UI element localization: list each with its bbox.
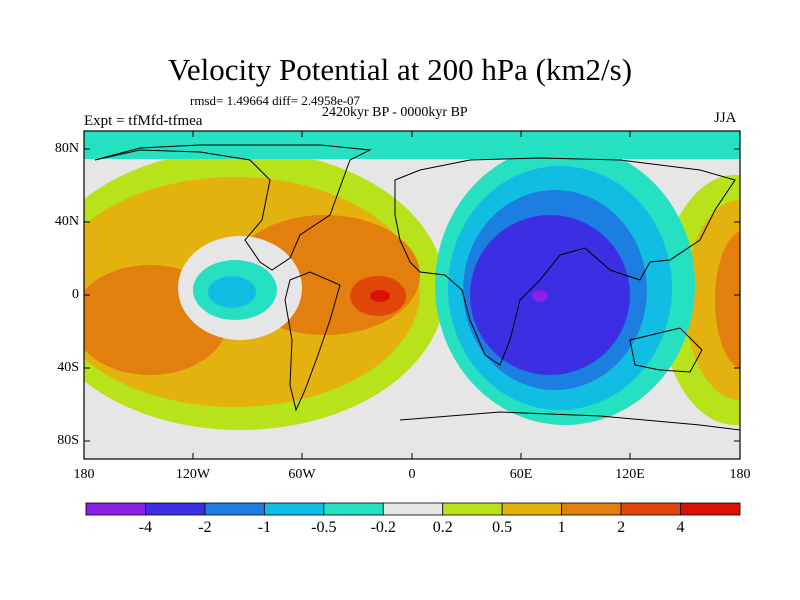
lat-label-80n: 80N xyxy=(54,141,79,156)
colorbar-swatch xyxy=(442,502,503,516)
colorbar-label: 0.2 xyxy=(432,519,453,536)
colorbar-swatch xyxy=(561,502,622,516)
colorbar-label: -0.5 xyxy=(311,519,337,536)
colorbar-swatch xyxy=(85,502,146,516)
lon-label-120e: 120E xyxy=(615,467,645,482)
colorbar xyxy=(85,502,741,516)
experiment-label: Expt = tfMfd-tfmea xyxy=(84,113,203,129)
colorbar-swatch xyxy=(323,502,384,516)
colorbar-label: -4 xyxy=(138,519,153,536)
plot-title: Velocity Potential at 200 hPa (km2/s) xyxy=(167,52,633,87)
season-label: JJA xyxy=(714,110,737,126)
lon-label-180e: 180 xyxy=(729,467,751,482)
lat-label-0: 0 xyxy=(72,287,79,302)
coastlines xyxy=(94,144,740,431)
colorbar-swatch xyxy=(382,502,444,516)
lon-label-180w: 180 xyxy=(73,467,95,482)
stats-text: rmsd= 1.49664 diff= 2.4958e-07 xyxy=(190,93,361,108)
colorbar-label: -0.2 xyxy=(370,519,396,536)
colorbar-swatch xyxy=(501,502,563,516)
colorbar-label: 1 xyxy=(557,519,566,536)
colorbar-swatch xyxy=(620,502,681,516)
contour-field xyxy=(84,131,740,459)
lat-label-80s: 80S xyxy=(57,433,79,448)
lon-label-60e: 60E xyxy=(509,467,533,482)
colorbar-swatch xyxy=(680,502,741,516)
colorbar-label: -1 xyxy=(257,519,272,536)
lat-label-40s: 40S xyxy=(57,360,79,375)
period-text: 2420kyr BP - 0000kyr BP xyxy=(322,105,468,120)
positive-anomaly-region xyxy=(84,150,445,430)
colorbar-label: -2 xyxy=(198,519,212,536)
axis-ticks xyxy=(83,131,741,459)
lat-label-40n: 40N xyxy=(54,214,79,229)
lon-label-60w: 60W xyxy=(288,467,316,482)
colorbar-label: 0.5 xyxy=(492,519,513,536)
lon-label-120w: 120W xyxy=(175,467,211,482)
lon-label-0: 0 xyxy=(408,467,416,482)
colorbar-label: 4 xyxy=(676,519,685,536)
colorbar-swatch xyxy=(145,502,206,516)
colorbar-swatch xyxy=(263,502,325,516)
colorbar-swatch xyxy=(204,502,265,516)
colorbar-label: 2 xyxy=(617,519,626,536)
